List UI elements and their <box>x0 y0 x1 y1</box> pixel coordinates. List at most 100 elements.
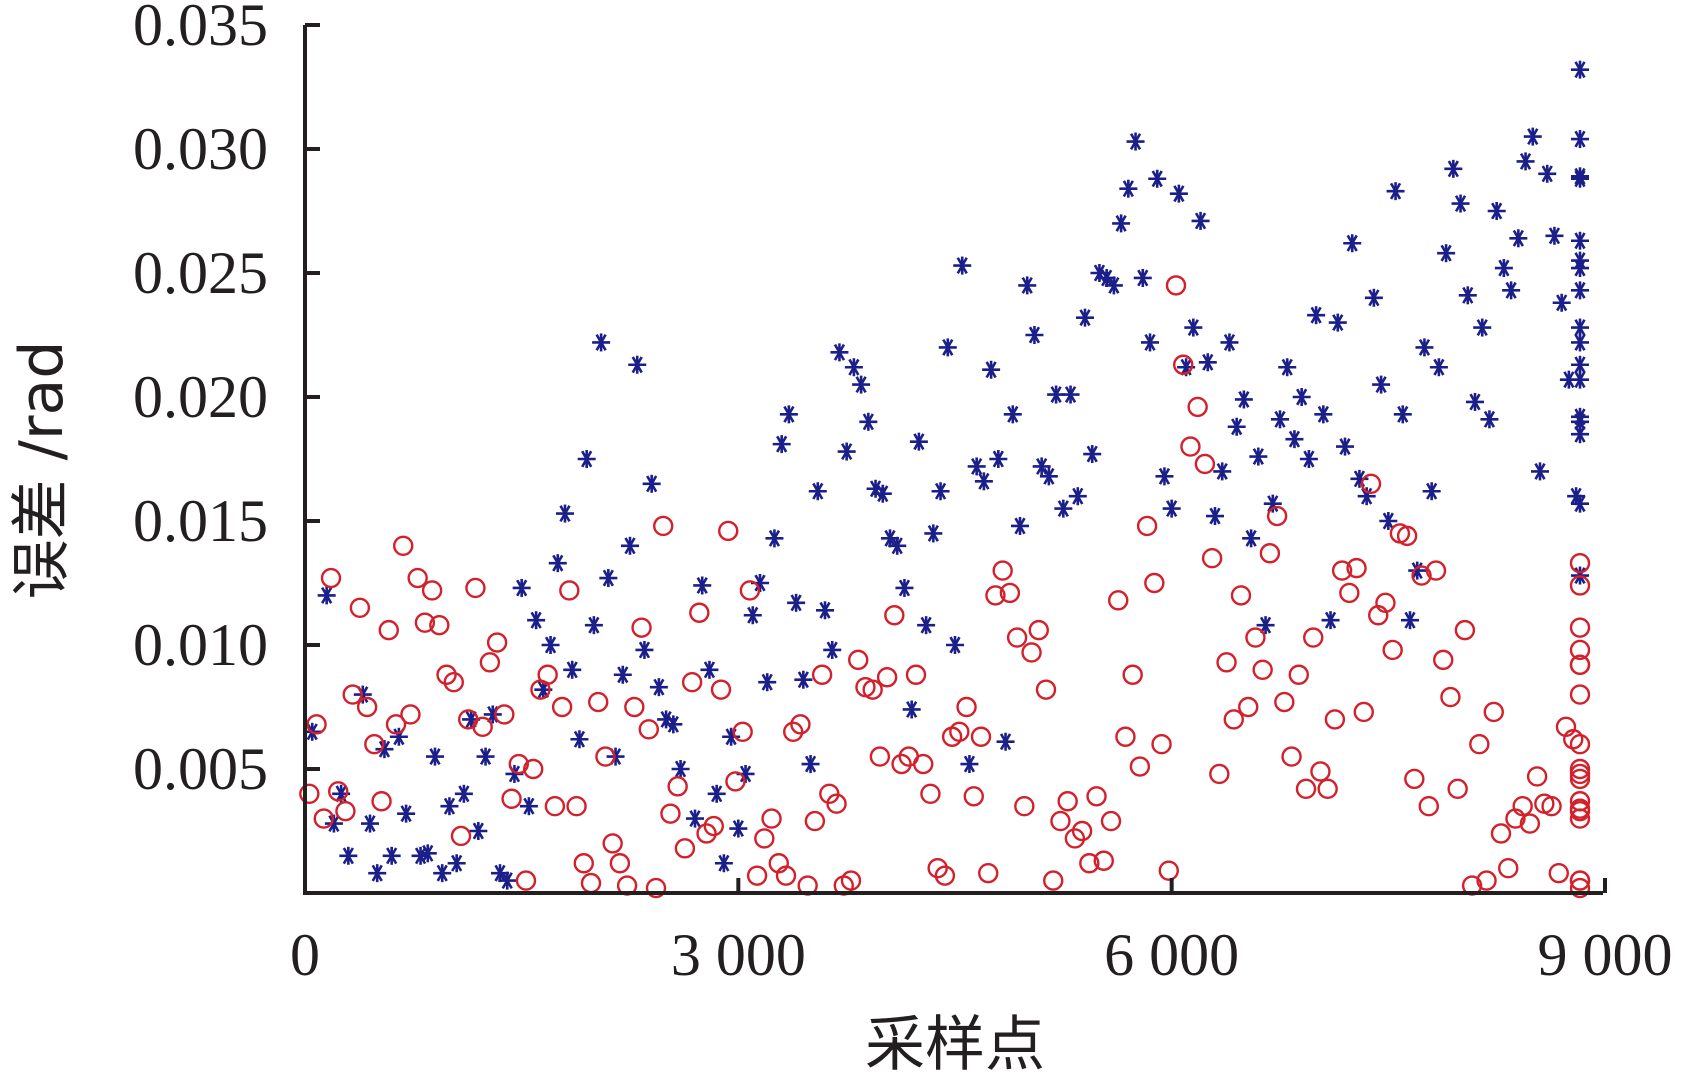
asterisk-point <box>909 432 928 451</box>
asterisk-point <box>426 747 444 766</box>
x-axis-title: 采样点 <box>865 1010 1045 1080</box>
asterisk-point <box>743 606 762 625</box>
circle-point <box>1569 877 1591 899</box>
asterisk-point <box>1386 182 1405 201</box>
asterisk-point <box>1571 494 1589 513</box>
asterisk-point <box>512 578 531 597</box>
asterisk-point <box>902 700 921 719</box>
circle-point <box>1151 734 1172 755</box>
asterisk-point <box>1429 358 1448 377</box>
asterisk-point <box>635 640 654 659</box>
circle-point <box>320 567 342 589</box>
circle-point <box>1201 548 1223 569</box>
asterisk-point <box>1155 467 1174 486</box>
circle-point <box>1086 786 1107 807</box>
circle-point <box>1346 557 1367 579</box>
asterisk-point <box>1571 425 1589 444</box>
asterisk-point <box>859 412 878 431</box>
asterisk-point <box>1422 482 1441 501</box>
circle-point <box>1569 870 1591 891</box>
circle-point <box>1108 590 1129 611</box>
circle-point <box>653 515 674 537</box>
asterisk-point <box>765 529 784 548</box>
asterisk-point <box>852 375 871 394</box>
asterisk-point <box>498 871 517 890</box>
circle-point <box>537 664 558 685</box>
circle-point <box>992 560 1013 581</box>
asterisk-point <box>1321 611 1340 630</box>
asterisk-point <box>1314 405 1333 424</box>
asterisk-point <box>801 755 820 774</box>
circle-point <box>1223 709 1244 730</box>
asterisk-point <box>1213 462 1232 481</box>
asterisk-point <box>649 678 668 697</box>
circle-point <box>913 753 934 775</box>
asterisk-point <box>1011 516 1029 535</box>
asterisk-point <box>982 360 1001 379</box>
asterisk-point <box>917 616 936 635</box>
asterisk-point <box>1104 276 1123 295</box>
asterisk-point <box>339 846 358 865</box>
asterisk-point <box>527 611 546 630</box>
asterisk-point <box>1299 450 1318 468</box>
circle-point <box>1310 761 1331 782</box>
circle-point <box>703 815 724 837</box>
asterisk-point <box>1018 276 1037 295</box>
asterisk-series <box>303 60 1589 890</box>
circle-point <box>1043 870 1064 891</box>
asterisk-point <box>1372 375 1391 394</box>
circle-point <box>956 696 977 718</box>
asterisk-point <box>1350 469 1369 488</box>
asterisk-point <box>931 482 950 501</box>
circle-point <box>689 602 710 623</box>
asterisk-point <box>1119 179 1138 198</box>
circle-point <box>1396 525 1418 547</box>
circle-point <box>1035 679 1057 700</box>
circle-point <box>342 684 363 705</box>
asterisk-point <box>1571 370 1589 389</box>
circle-point <box>674 838 696 859</box>
circle-point <box>667 776 688 797</box>
asterisk-point <box>1220 333 1239 352</box>
circle-point <box>1541 796 1562 817</box>
asterisk-point <box>1227 417 1246 436</box>
circle-point <box>645 877 667 899</box>
asterisk-point <box>1242 529 1261 548</box>
asterisk-point <box>1307 306 1326 325</box>
asterisk-point <box>389 727 408 746</box>
asterisk-point <box>1571 251 1589 270</box>
circle-point <box>1252 659 1273 680</box>
asterisk-point <box>953 256 972 275</box>
circle-point <box>1266 505 1288 527</box>
circle-point <box>559 580 580 601</box>
asterisk-point <box>1364 288 1383 307</box>
asterisk-point <box>1328 313 1347 332</box>
asterisk-point <box>548 554 567 573</box>
circle-point <box>783 721 804 742</box>
y-tick-label: 0.010 <box>133 612 268 678</box>
circle-point <box>465 577 486 599</box>
asterisk-point <box>1480 410 1499 429</box>
asterisk-point <box>592 333 611 352</box>
circle-point <box>1569 654 1591 676</box>
asterisk-point <box>599 569 618 588</box>
circle-point <box>840 870 862 891</box>
circle-point <box>523 758 544 780</box>
asterisk-point <box>1126 132 1145 151</box>
asterisk-point <box>541 636 560 654</box>
circle-point <box>450 825 472 847</box>
circle-point <box>551 696 573 718</box>
asterisk-point <box>989 450 1008 468</box>
asterisk-point <box>1494 259 1513 278</box>
asterisk-point <box>729 819 748 838</box>
circle-point <box>1021 642 1042 663</box>
asterisk-point <box>1047 385 1066 404</box>
y-tick-label: 0.005 <box>133 736 268 802</box>
circle-point <box>1569 758 1591 780</box>
circle-point <box>732 721 753 742</box>
circle-point <box>1569 808 1591 829</box>
asterisk-point <box>469 822 488 840</box>
circle-point <box>1100 810 1122 832</box>
circle-point <box>299 783 320 804</box>
asterisk-point <box>1112 214 1131 233</box>
